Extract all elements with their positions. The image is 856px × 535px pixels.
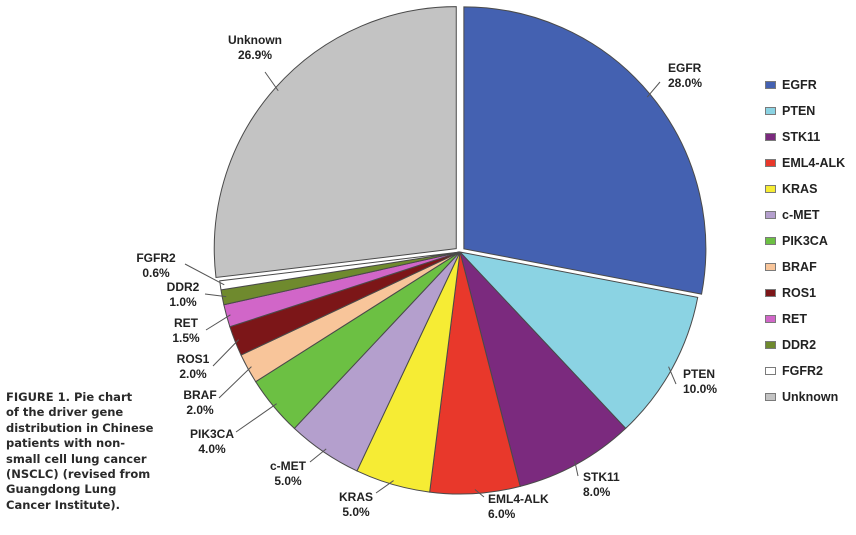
pie-slice-egfr — [463, 6, 707, 295]
legend-swatch-ddr2 — [765, 341, 776, 349]
legend-label-unknown: Unknown — [782, 390, 839, 404]
leader-line-ddr2 — [204, 293, 227, 298]
slice-name-label-fgfr2: FGFR2 — [136, 251, 176, 265]
leader-line-eml4-alk — [474, 489, 485, 498]
legend-label-pik3ca: PIK3CA — [782, 234, 828, 248]
slice-percent-label-pten: 10.0% — [683, 382, 717, 396]
legend-item-egfr: EGFR — [765, 72, 853, 98]
legend-swatch-eml4-alk — [765, 159, 776, 167]
leader-line-fgfr2 — [184, 263, 225, 286]
leader-line-pten — [668, 366, 677, 385]
pie-slice-fgfr2 — [219, 251, 461, 291]
slice-name-label-ddr2: DDR2 — [167, 280, 200, 294]
legend-item-stk11: STK11 — [765, 124, 853, 150]
legend-swatch-ret — [765, 315, 776, 323]
slice-percent-label-stk11: 8.0% — [583, 485, 611, 499]
slice-percent-label-eml4-alk: 6.0% — [488, 507, 516, 521]
legend-label-braf: BRAF — [782, 260, 817, 274]
slice-name-label-braf: BRAF — [183, 388, 216, 402]
legend-label-kras: KRAS — [782, 182, 818, 196]
slice-percent-label-c-met: 5.0% — [274, 474, 302, 488]
leader-line-braf — [218, 366, 252, 399]
legend-item-eml4-alk: EML4-ALK — [765, 150, 853, 176]
legend-swatch-pik3ca — [765, 237, 776, 245]
pie-slice-unknown — [213, 6, 457, 279]
slice-percent-label-ddr2: 1.0% — [169, 295, 197, 309]
legend-item-ret: RET — [765, 306, 853, 332]
slice-percent-label-pik3ca: 4.0% — [198, 442, 226, 456]
legend-label-c-met: c-MET — [782, 208, 820, 222]
legend-swatch-stk11 — [765, 133, 776, 141]
pie-slice-pten — [458, 251, 699, 430]
slice-name-label-ret: RET — [174, 316, 199, 330]
legend-label-ros1: ROS1 — [782, 286, 817, 300]
slice-name-label-eml4-alk: EML4-ALK — [488, 492, 549, 506]
slice-percent-label-ret: 1.5% — [172, 331, 200, 345]
leader-line-ret — [205, 314, 231, 331]
slice-percent-label-egfr: 28.0% — [668, 76, 702, 90]
slice-name-label-kras: KRAS — [339, 490, 373, 504]
slice-name-label-stk11: STK11 — [583, 470, 620, 484]
leader-line-stk11 — [574, 460, 579, 477]
legend-label-ddr2: DDR2 — [782, 338, 817, 352]
legend-swatch-braf — [765, 263, 776, 271]
legend-item-kras: KRAS — [765, 176, 853, 202]
legend: EGFR PTEN STK11 EML4-ALK KRAS c-MET PIK3CA BRAF… — [765, 72, 853, 410]
legend-swatch-pten — [765, 107, 776, 115]
slice-name-label-egfr: EGFR — [668, 61, 702, 75]
slice-name-label-pten: PTEN — [683, 367, 715, 381]
leader-line-kras — [375, 480, 394, 494]
legend-swatch-c-met — [765, 211, 776, 219]
slice-percent-label-unknown: 26.9% — [238, 48, 272, 62]
leader-line-ros1 — [212, 339, 240, 367]
legend-label-egfr: EGFR — [782, 78, 817, 92]
slice-name-label-ros1: ROS1 — [177, 352, 210, 366]
slice-percent-label-kras: 5.0% — [342, 505, 370, 519]
legend-swatch-fgfr2 — [765, 367, 776, 375]
legend-item-pten: PTEN — [765, 98, 853, 124]
legend-item-pik3ca: PIK3CA — [765, 228, 853, 254]
slice-name-label-unknown: Unknown — [228, 33, 282, 47]
slice-name-label-pik3ca: PIK3CA — [190, 427, 234, 441]
legend-item-ros1: ROS1 — [765, 280, 853, 306]
legend-label-stk11: STK11 — [782, 130, 821, 144]
legend-label-eml4-alk: EML4-ALK — [782, 156, 846, 170]
figure-caption: FIGURE 1. Pie chart of the driver gene d… — [6, 390, 154, 512]
slice-percent-label-ros1: 2.0% — [179, 367, 207, 381]
legend-item-c-met: c-MET — [765, 202, 853, 228]
leader-line-egfr — [646, 81, 661, 98]
legend-label-fgfr2: FGFR2 — [782, 364, 823, 378]
legend-item-braf: BRAF — [765, 254, 853, 280]
legend-label-pten: PTEN — [782, 104, 816, 118]
leader-line-c-met — [309, 448, 327, 463]
legend-swatch-egfr — [765, 81, 776, 89]
leader-line-pik3ca — [235, 403, 277, 433]
legend-swatch-unknown — [765, 393, 776, 401]
legend-item-unknown: Unknown — [765, 384, 853, 410]
slice-percent-label-braf: 2.0% — [186, 403, 214, 417]
pie-slice-stk11 — [459, 251, 627, 488]
legend-item-ddr2: DDR2 — [765, 332, 853, 358]
leader-line-unknown — [264, 71, 279, 92]
legend-item-fgfr2: FGFR2 — [765, 358, 853, 384]
legend-label-ret: RET — [782, 312, 807, 326]
slice-name-label-c-met: c-MET — [270, 459, 307, 473]
legend-swatch-kras — [765, 185, 776, 193]
slice-percent-label-fgfr2: 0.6% — [142, 266, 170, 280]
legend-swatch-ros1 — [765, 289, 776, 297]
